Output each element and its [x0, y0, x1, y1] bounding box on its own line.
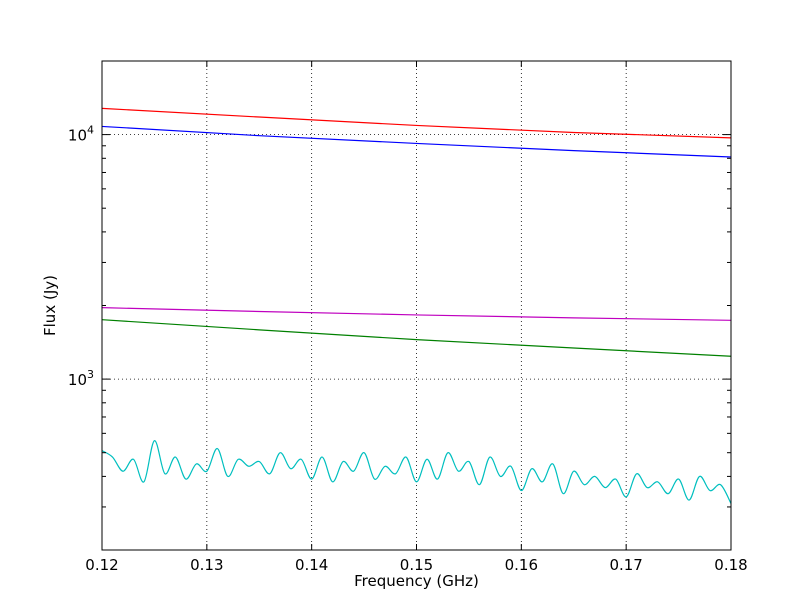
x-tick-label: 0.13 — [190, 556, 223, 574]
x-tick-label: 0.14 — [295, 556, 328, 574]
y-tick-label-exponent: 3 — [87, 368, 94, 381]
x-tick-label: 0.12 — [85, 556, 118, 574]
series-line-4 — [101, 440, 732, 504]
y-tick-label-base: 10 — [68, 371, 87, 389]
y-tick-label-exponent: 4 — [87, 124, 94, 137]
y-axis-label: Flux (Jy) — [41, 275, 59, 336]
series-line-2 — [101, 307, 732, 321]
x-axis-label: Frequency (GHz) — [354, 572, 479, 590]
series-line-3 — [101, 319, 732, 357]
series-line-0 — [101, 107, 732, 139]
x-tick-label: 0.15 — [400, 556, 433, 574]
y-tick-label-base: 10 — [68, 127, 87, 145]
x-tick-label: 0.17 — [609, 556, 642, 574]
y-tick-label: 103 — [68, 368, 94, 389]
plot-series — [101, 107, 732, 504]
x-tick-label: 0.16 — [505, 556, 538, 574]
x-tick-label: 0.18 — [714, 556, 747, 574]
series-line-1 — [101, 125, 732, 158]
axis-ticks — [101, 60, 732, 551]
y-tick-label: 104 — [68, 124, 94, 145]
